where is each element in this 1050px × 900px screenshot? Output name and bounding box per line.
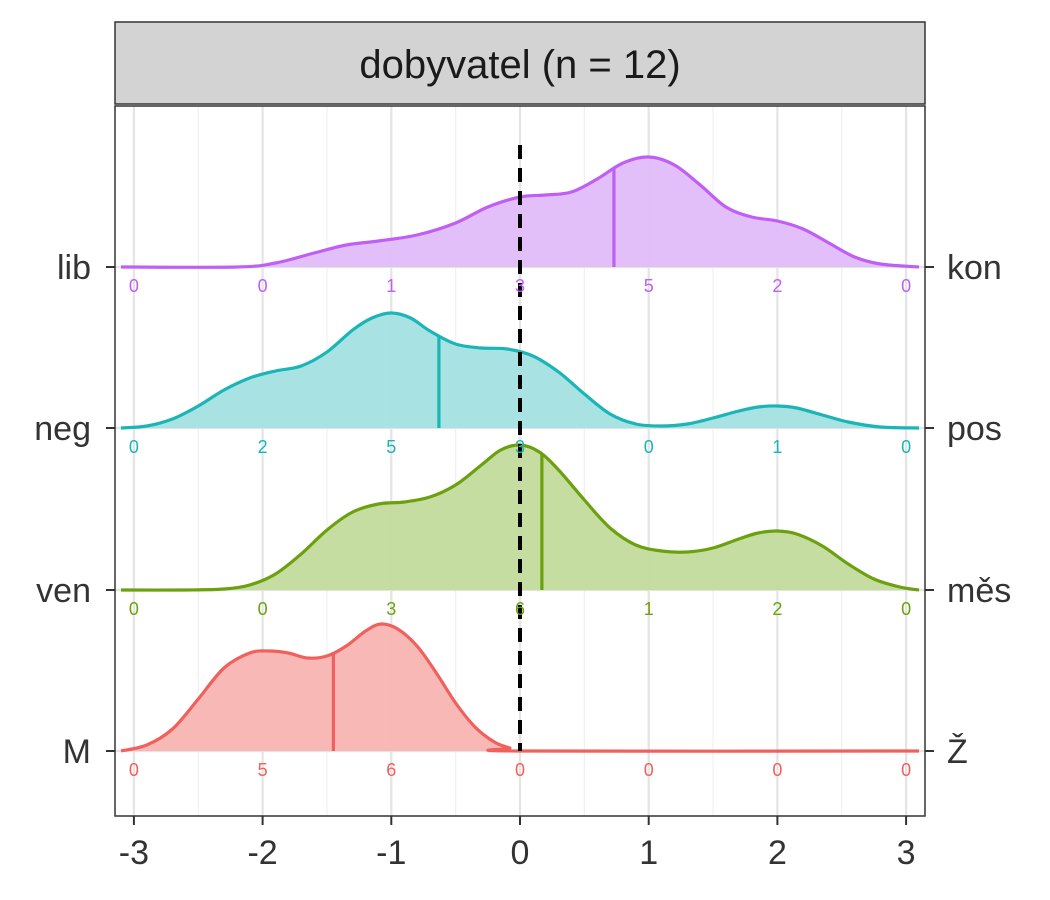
- count-label: 2: [772, 276, 782, 296]
- count-label: 3: [515, 437, 525, 457]
- count-label: 0: [129, 437, 139, 457]
- x-tick-label: 3: [897, 834, 916, 872]
- density-curve: [120, 311, 920, 430]
- x-tick-label: -2: [247, 834, 277, 872]
- count-label: 1: [644, 599, 654, 619]
- count-label: 0: [901, 760, 911, 780]
- y-left-label: M: [63, 733, 91, 771]
- count-label: 0: [644, 437, 654, 457]
- chart-title: dobyvatel (n = 12): [359, 43, 680, 87]
- count-labels: 0 5 6 0 0 0 0 0 0 3 6 1 2 0 0 2 5 3 0 1 0 0 0 1 3 5 2 0: [129, 276, 911, 780]
- y-right-label: pos: [947, 410, 1002, 448]
- x-tick-label: -1: [376, 834, 406, 872]
- count-label: 0: [515, 760, 525, 780]
- count-label: 0: [129, 276, 139, 296]
- count-label: 0: [129, 760, 139, 780]
- count-label: 1: [772, 437, 782, 457]
- x-tick-label: -3: [119, 834, 149, 872]
- count-label: 6: [515, 599, 525, 619]
- y-left-label: neg: [34, 410, 91, 448]
- count-label: 5: [386, 437, 396, 457]
- count-label: 3: [515, 276, 525, 296]
- count-label: 5: [258, 760, 268, 780]
- count-label: 0: [644, 760, 654, 780]
- count-label: 2: [772, 599, 782, 619]
- y-right-label: kon: [947, 249, 1002, 287]
- count-label: 1: [386, 276, 396, 296]
- count-label: 0: [901, 599, 911, 619]
- count-label: 0: [129, 599, 139, 619]
- strip-background: [114, 21, 926, 105]
- density-curve: [120, 443, 920, 592]
- count-label: 6: [386, 760, 396, 780]
- count-label: 5: [644, 276, 654, 296]
- density-area: [121, 313, 919, 428]
- x-tick-label: 2: [768, 834, 787, 872]
- count-label: 0: [901, 276, 911, 296]
- density-curve: [120, 155, 920, 269]
- count-label: 0: [772, 760, 782, 780]
- y-left-label: ven: [36, 572, 91, 610]
- count-label: 0: [258, 599, 268, 619]
- x-tick-label: 0: [511, 834, 530, 872]
- count-label: 2: [258, 437, 268, 457]
- x-tick-label: 1: [639, 834, 658, 872]
- count-label: 0: [901, 437, 911, 457]
- density-area: [121, 623, 919, 752]
- density-curve: [120, 622, 920, 753]
- count-label: 3: [386, 599, 396, 619]
- density-area: [121, 156, 919, 268]
- y-right-label: Ž: [947, 733, 968, 771]
- y-right-label: měs: [947, 572, 1011, 610]
- count-label: 0: [258, 276, 268, 296]
- y-left-label: lib: [57, 249, 91, 287]
